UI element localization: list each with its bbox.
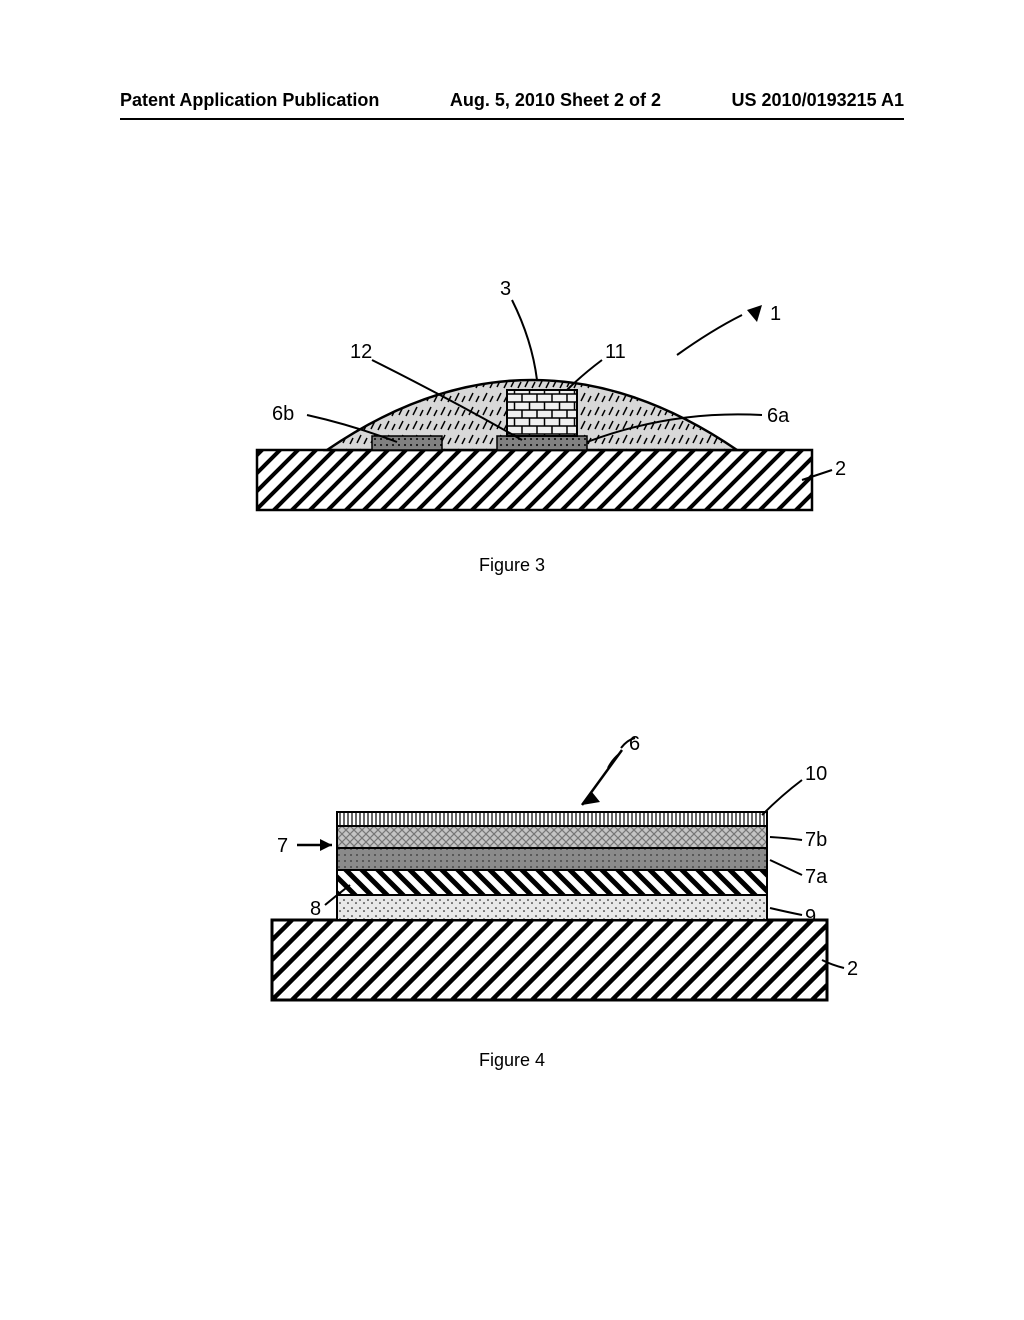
label-9: 9 (805, 906, 816, 928)
arrowhead-6 (582, 792, 600, 805)
layer-7b (337, 826, 767, 848)
leader-3 (512, 300, 537, 380)
figure-4-svg: 6 10 7b 7a 9 2 7 8 (102, 690, 922, 1040)
label-12: 12 (350, 341, 372, 363)
substrate-2 (272, 920, 827, 1000)
substrate (257, 450, 812, 510)
label-3: 3 (500, 278, 511, 300)
label-6a: 6a (767, 405, 790, 427)
figure-3-svg: 3 1 11 12 6b 6a 2 (102, 250, 922, 550)
figure-4-caption: Figure 4 (0, 1050, 1024, 1071)
header-center: Aug. 5, 2010 Sheet 2 of 2 (450, 90, 661, 111)
label-6: 6 (629, 733, 640, 755)
label-2: 2 (835, 458, 846, 480)
pad-6b (372, 436, 442, 450)
leader-6 (582, 750, 622, 805)
label-7b: 7b (805, 829, 827, 851)
label-6b: 6b (272, 403, 294, 425)
header-right: US 2010/0193215 A1 (732, 90, 904, 111)
label-2b: 2 (847, 958, 858, 980)
figure-4: 6 10 7b 7a 9 2 7 8 (0, 690, 1024, 1040)
figure-3-caption: Figure 3 (0, 555, 1024, 576)
figure-3: 3 1 11 12 6b 6a 2 (0, 250, 1024, 550)
label-8: 8 (310, 898, 321, 920)
arrowhead-7 (320, 839, 332, 851)
leader-10 (762, 780, 802, 815)
label-10: 10 (805, 763, 827, 785)
page-header: Patent Application Publication Aug. 5, 2… (0, 90, 1024, 111)
pad-12-bottom (497, 436, 587, 450)
label-1: 1 (770, 303, 781, 325)
header-left: Patent Application Publication (120, 90, 379, 111)
layer-9 (337, 895, 767, 920)
leader-9 (770, 908, 802, 915)
label-11: 11 (605, 341, 626, 363)
layer-10 (337, 812, 767, 826)
leader-7b (770, 837, 802, 840)
layer-7a (337, 848, 767, 870)
leader-1 (677, 315, 742, 355)
arrowhead-1 (747, 305, 762, 322)
layer-8 (337, 870, 767, 895)
brick-stack (507, 390, 577, 436)
leader-7a (770, 860, 802, 875)
label-7a: 7a (805, 866, 828, 888)
label-7: 7 (277, 835, 288, 857)
header-rule (120, 118, 904, 120)
